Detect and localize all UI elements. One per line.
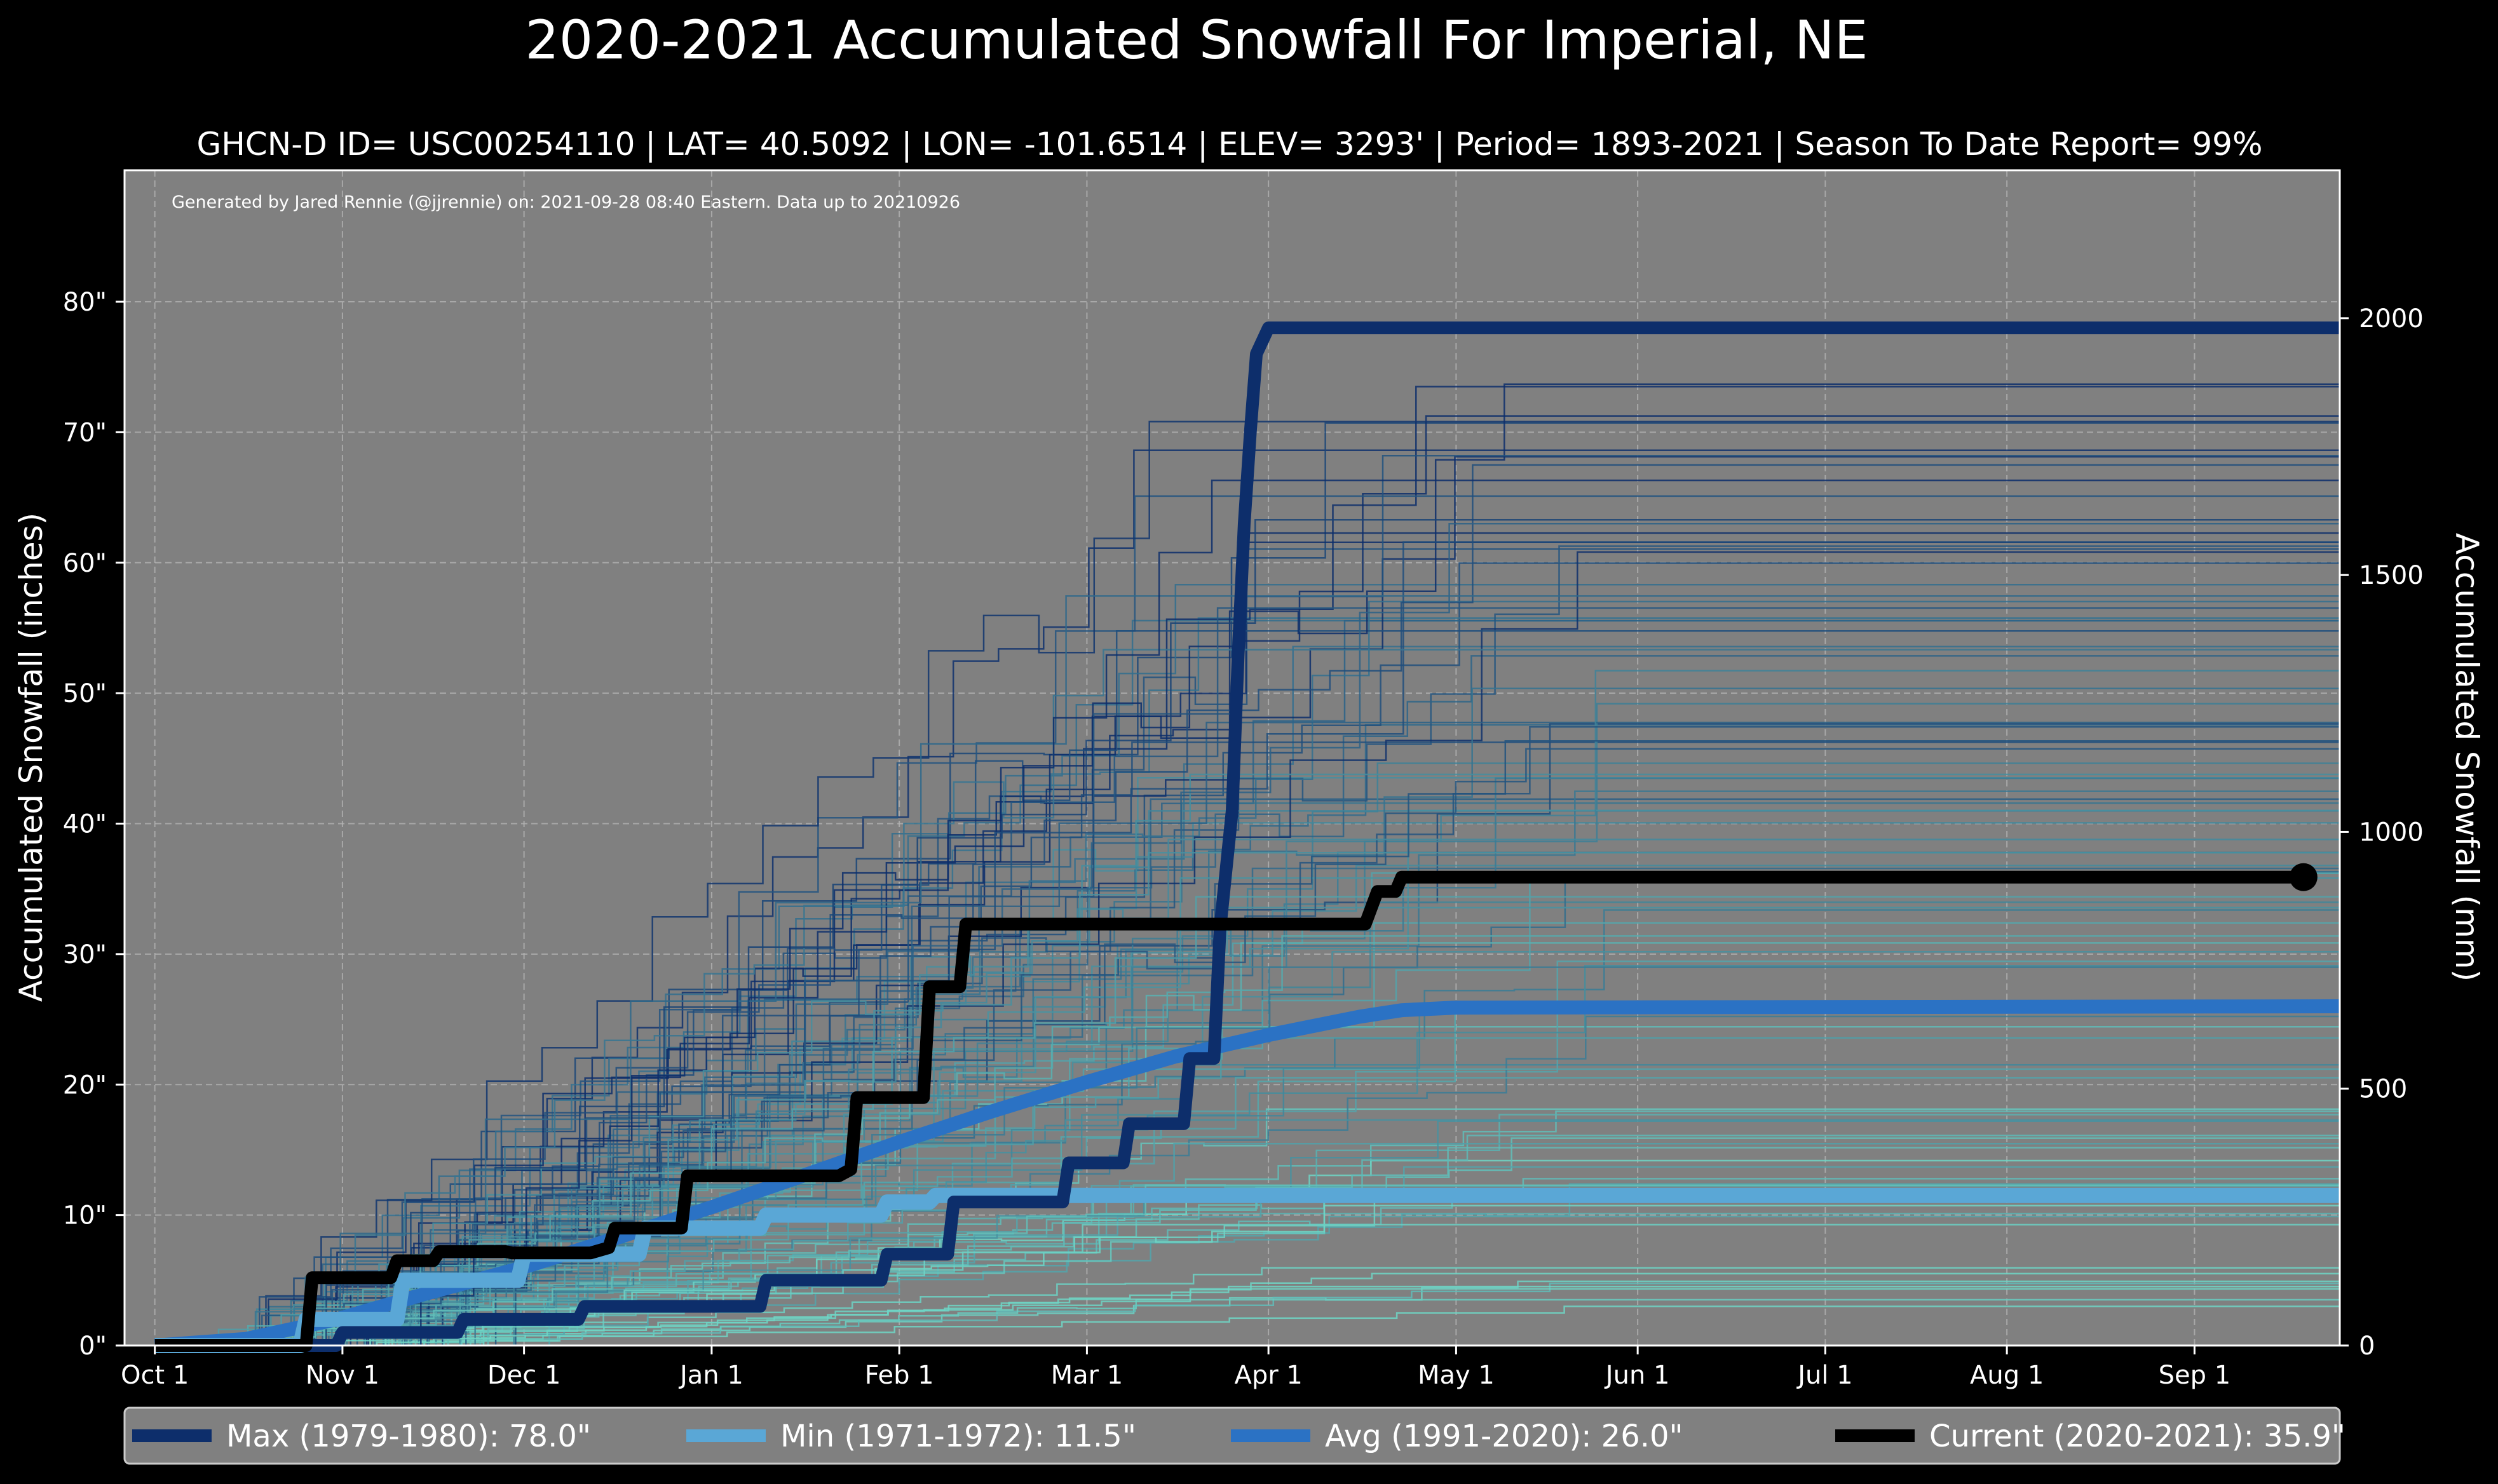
- x-tick-label: Oct 1: [121, 1361, 189, 1390]
- left-y-tick-label: 0": [79, 1332, 107, 1361]
- historical-season-line: [154, 1288, 2340, 1347]
- historical-season-line: [154, 872, 2340, 1347]
- left-y-tick-label: 50": [63, 679, 107, 708]
- legend-label: Min (1971-1972): 11.5": [780, 1419, 1136, 1454]
- current-season-end-marker: [2289, 863, 2318, 891]
- left-y-tick-label: 30": [63, 940, 107, 969]
- left-y-tick-label: 80": [63, 288, 107, 317]
- x-tick-label: Jul 1: [1796, 1361, 1852, 1390]
- historical-season-line: [154, 942, 2340, 1347]
- x-tick-label: Feb 1: [865, 1361, 934, 1390]
- historical-season-line: [154, 619, 2340, 1347]
- plot-frame: [123, 169, 2341, 1347]
- right-y-tick-label: 1500: [2359, 561, 2424, 590]
- legend: Max (1979-1980): 78.0" Min (1971-1972): 1…: [123, 1406, 2345, 1465]
- right-y-tick-label: 2000: [2359, 304, 2424, 334]
- x-tick-label: Sep 1: [2159, 1361, 2231, 1390]
- x-tick-label: Jun 1: [1604, 1361, 1670, 1390]
- left-y-tick-label: 70": [63, 418, 107, 447]
- right-y-tick-label: 0: [2359, 1332, 2375, 1361]
- left-y-axis-label: Accumulated Snowfall (inches): [13, 513, 50, 1002]
- historical-season-line: [154, 421, 2340, 1347]
- historical-season-line: [154, 649, 2340, 1347]
- historical-season-line: [154, 748, 2340, 1347]
- historical-season-line: [154, 852, 2340, 1347]
- historical-season-line: [154, 1077, 2340, 1347]
- historical-season-line: [154, 1200, 2340, 1347]
- left-y-tick-label: 10": [63, 1201, 107, 1231]
- historical-season-line: [154, 724, 2340, 1347]
- x-tick-label: Apr 1: [1234, 1361, 1302, 1390]
- x-tick-label: Jan 1: [678, 1361, 743, 1390]
- left-y-axis-ticks: 0" 10" 20" 30" 40" 50" 60" 70" 80": [63, 288, 125, 1361]
- right-y-tick-label: 1000: [2359, 818, 2424, 847]
- historical-season-line: [154, 1147, 2340, 1347]
- highlight-series: [154, 321, 2340, 1353]
- left-y-tick-label: 20": [63, 1070, 107, 1100]
- legend-label: Current (2020-2021): 35.9": [1929, 1419, 2345, 1454]
- legend-label: Avg (1991-2020): 26.0": [1325, 1419, 1683, 1454]
- historical-season-line: [154, 386, 2340, 1347]
- x-axis-ticks: Oct 1 Nov 1 Dec 1 Jan 1 Feb 1 Mar 1 Apr 1 May 1…: [121, 1346, 2230, 1390]
- right-y-tick-label: 500: [2359, 1075, 2407, 1104]
- historical-season-line: [154, 1285, 2340, 1347]
- x-tick-label: Dec 1: [487, 1361, 561, 1390]
- chart-subtitle: GHCN-D ID= USC00254110 | LAT= 40.5092 | …: [197, 126, 2263, 163]
- x-tick-label: May 1: [1418, 1361, 1495, 1390]
- series-line-min-1971-1972: [154, 1187, 2340, 1353]
- left-y-tick-label: 60": [63, 549, 107, 578]
- plot-border: [123, 169, 2341, 1347]
- historical-season-line: [154, 541, 2340, 1347]
- legend-label: Max (1979-1980): 78.0": [226, 1419, 591, 1454]
- credit-text: Generated by Jared Rennie (@jjrennie) on…: [172, 192, 960, 212]
- historical-season-line: [154, 777, 2340, 1347]
- series-line-current-2020-2021: [154, 870, 2304, 1352]
- historical-season-line: [154, 449, 2340, 1347]
- x-tick-label: Nov 1: [306, 1361, 379, 1390]
- right-y-axis-label: Accumulated Snowfall (mm): [2448, 533, 2485, 981]
- x-tick-label: Aug 1: [1970, 1361, 2044, 1390]
- x-tick-label: Mar 1: [1051, 1361, 1123, 1390]
- chart-title: 2020-2021 Accumulated Snowfall For Imper…: [525, 9, 1868, 71]
- left-y-tick-label: 40": [63, 810, 107, 839]
- right-y-axis-ticks: 0 500 1000 1500 2000: [2340, 304, 2424, 1361]
- series-line-max-1979-1980: [154, 321, 2340, 1352]
